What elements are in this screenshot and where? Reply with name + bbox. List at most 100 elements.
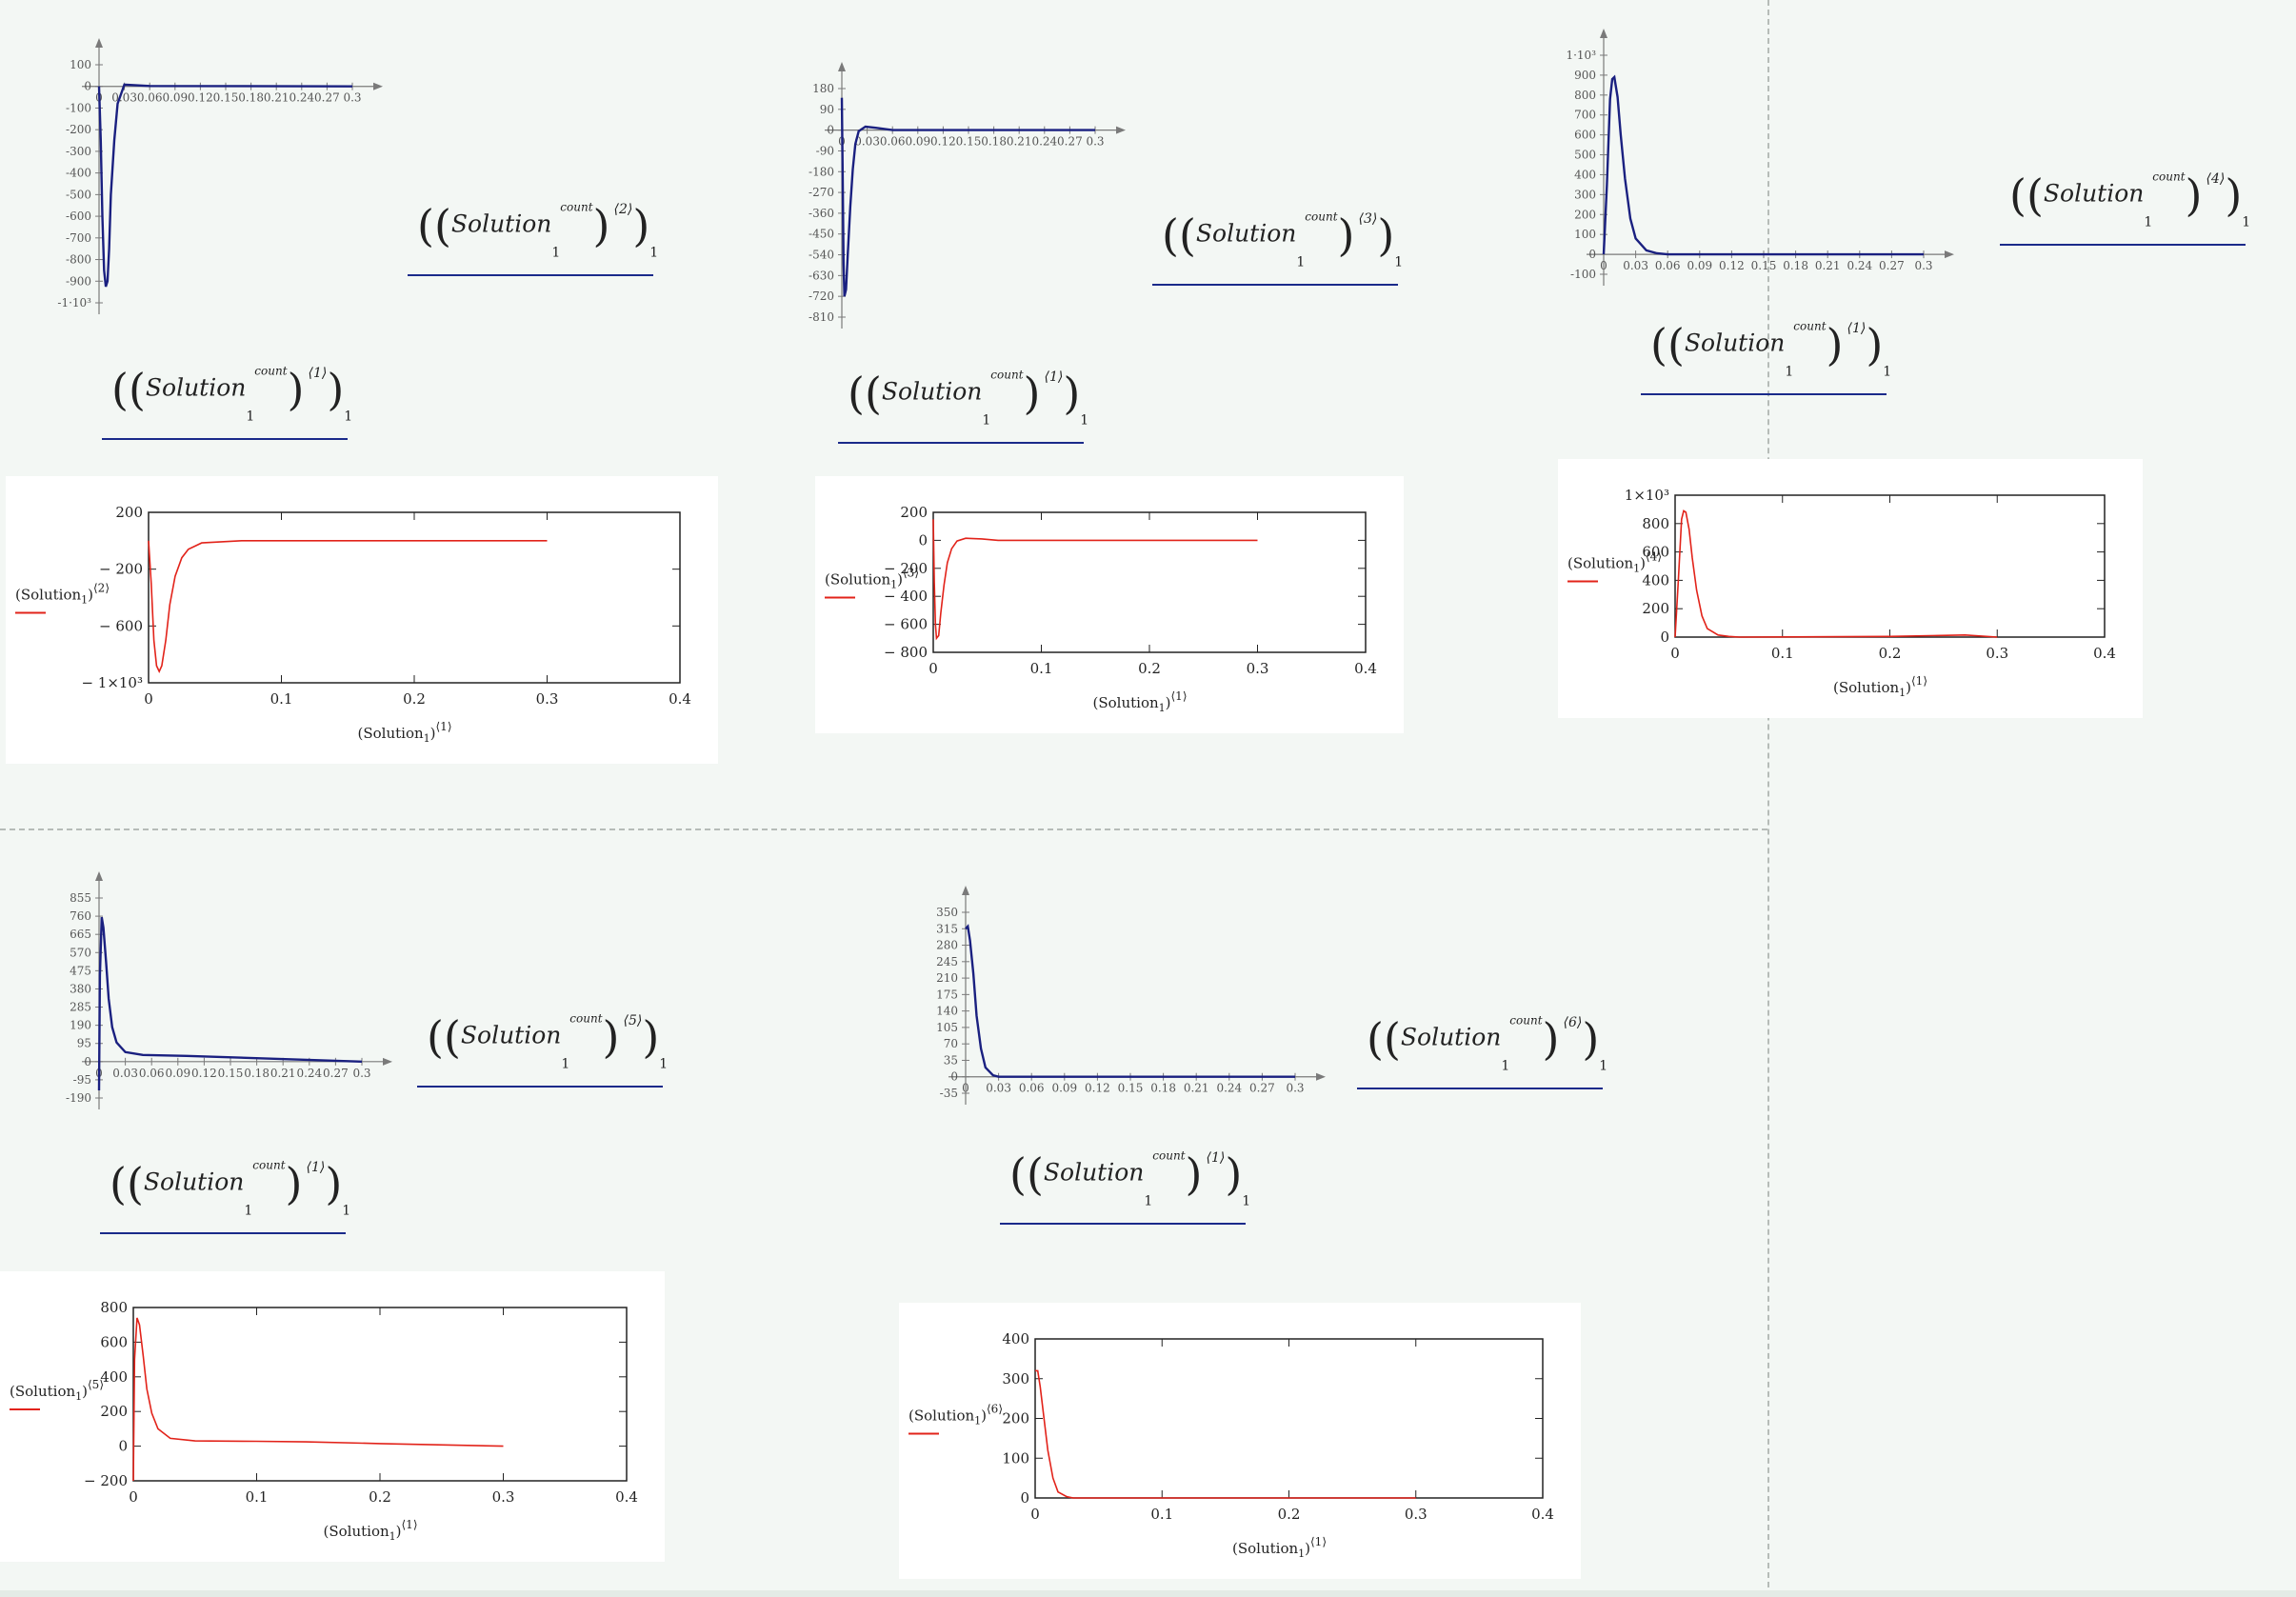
x-tick-label: 0.27: [323, 1067, 349, 1080]
x-tick-label: 0.27: [1249, 1082, 1275, 1095]
x-tick-label: 0.27: [1057, 135, 1083, 149]
expression-underline: [102, 438, 348, 440]
y-tick-label: 760: [70, 909, 91, 923]
y-tick-label: 200: [1642, 600, 1669, 617]
x-tick-label: 0.21: [264, 91, 289, 105]
x-tick-label: 0.4: [1354, 660, 1377, 677]
y-tick-label: 200: [100, 1403, 128, 1420]
y-tick-label: − 600: [884, 616, 928, 633]
quick-plot-col2[interactable]: 100 0 -100 -200 -300 -400 -500 -600 -700 -800 -900…: [38, 29, 390, 324]
quick-plot-col6-x-expression[interactable]: ((Solution1count) ⟨1⟩)1: [1000, 1139, 1250, 1225]
x-tick-label: 0.12: [191, 1067, 217, 1080]
plot-frame: [1034, 1338, 1544, 1499]
bottom-scrollbar-strip[interactable]: [0, 1590, 2296, 1597]
y-tick-label: 380: [70, 982, 91, 995]
x-tick-label: 0.1: [246, 1488, 269, 1506]
expression-underline: [408, 274, 653, 276]
quick-plot-col4[interactable]: 1·10³ 900 800 700 600 500 400 300 200 100 0 -100 0 0.…: [1543, 19, 1962, 295]
x-tick-label: 0.18: [244, 1067, 270, 1080]
quick-plot-col3-x-expression[interactable]: ((Solution1count) ⟨1⟩)1: [838, 358, 1088, 444]
xy-plot-col6[interactable]: 400 300 200 100 0 0 0.1 0.2 0.3 0.4 (Solution1)⟨6⟩…: [899, 1303, 1581, 1579]
y-tick-label: 300: [1002, 1370, 1029, 1387]
y-tick-label: 0: [1020, 1489, 1029, 1507]
y-tick-label: -450: [809, 228, 834, 241]
y-tick-label: 100: [70, 58, 91, 71]
y-tick-label: 200: [1002, 1410, 1029, 1427]
quick-plot-col4-svg: 1·10³ 900 800 700 600 500 400 300 200 100 0 -100 0 0.…: [1566, 29, 1954, 286]
y-tick-label: 800: [100, 1299, 128, 1316]
x-tick-label: 0.09: [165, 1067, 190, 1080]
y-tick-label: -100: [1570, 268, 1596, 281]
y-tick-label: 280: [936, 939, 958, 952]
x-axis-arrow-icon: [383, 1057, 392, 1066]
data-trace: [1602, 74, 1924, 256]
x-axis-label: (Solution1)⟨1⟩: [358, 720, 452, 745]
x-tick-label: 0.18: [981, 135, 1007, 149]
quick-plot-col3[interactable]: 180 90 0 -90 -180 -270 -360 -450 -540 -630 -720 -81…: [781, 52, 1133, 338]
quick-plot-col5[interactable]: 855 760 665 570 475 380 285 190 95 0 -95 -190 0 0.03 0…: [38, 862, 400, 1119]
y-tick-label: 315: [936, 922, 958, 935]
x-tick-label: 0.24: [1031, 135, 1057, 149]
x-tick-label: 0.27: [314, 91, 340, 105]
y-tick-label: 570: [70, 946, 91, 959]
xy-plot-col3[interactable]: 200 0− 200− 400− 600− 800 0 0.1 0.2 0.3 0.4 (So…: [815, 476, 1404, 733]
x-tick-label: 0.09: [905, 135, 930, 149]
x-tick-label: 0.2: [1278, 1506, 1301, 1523]
data-trace: [932, 519, 1258, 641]
y-tick-label: 400: [1574, 168, 1596, 181]
x-tick-label: 0.3: [492, 1488, 515, 1506]
y-tick-label: -1·10³: [57, 296, 91, 309]
quick-plot-col3-y-expression[interactable]: ((Solution1count) ⟨3⟩)1: [1152, 200, 1403, 286]
x-tick-label: 0.06: [1019, 1082, 1045, 1095]
x-tick-label: 0.03: [986, 1082, 1011, 1095]
x-tick-label: 0.21: [1184, 1082, 1209, 1095]
x-tick-label: 0.3: [352, 1067, 370, 1080]
y-axis-arrow-icon: [95, 38, 103, 48]
y-tick-label: 0: [84, 1055, 91, 1068]
x-tick-label: 0.2: [403, 690, 426, 708]
x-tick-label: 0.03: [111, 91, 137, 105]
y-axis-label: (Solution1)⟨4⟩: [1567, 550, 1662, 575]
x-tick-label: 0.2: [1879, 645, 1902, 662]
y-tick-label: -35: [940, 1087, 958, 1100]
x-tick-label: 0.1: [1771, 645, 1794, 662]
y-tick-label: 400: [1642, 571, 1669, 589]
y-tick-label: -800: [66, 253, 91, 267]
x-tick-label: 0.18: [238, 91, 264, 105]
expression-underline: [1152, 284, 1398, 286]
quick-plot-col2-y-expression[interactable]: ((Solution1count) ⟨2⟩)1: [408, 190, 658, 276]
y-tick-label: − 200: [884, 560, 928, 577]
x-tick-label: 0.4: [669, 690, 691, 708]
x-tick-label: 0.1: [1150, 1506, 1173, 1523]
xy-plot-col2[interactable]: 200 − 200 − 600 − 1×10³ 0 0.1 0.2 0.3 0.4 (Soluti…: [6, 476, 718, 764]
quick-plot-col2-x-expression[interactable]: ((Solution1count) ⟨1⟩)1: [102, 354, 352, 440]
quick-plot-col5-x-expression[interactable]: ((Solution1count) ⟨1⟩)1: [100, 1148, 350, 1234]
xy-plot-col5[interactable]: 800 600 400 200 0− 200 0 0.1 0.2 0.3 0.4 (Solution…: [0, 1271, 665, 1562]
quick-plot-col4-x-expression[interactable]: ((Solution1count) ⟨1⟩)1: [1641, 309, 1891, 395]
y-tick-label: 100: [1002, 1449, 1029, 1467]
x-tick-label: 0.18: [1150, 1082, 1176, 1095]
x-axis-label: (Solution1)⟨1⟩: [324, 1518, 418, 1543]
x-tick-label: 0.4: [615, 1488, 638, 1506]
xy-plot-col4[interactable]: 1×10³ 800 600 400 200 0 0 0.1 0.2 0.3 0.4 (Solution…: [1558, 459, 2143, 718]
y-tick-label: 500: [1574, 149, 1596, 162]
y-tick-label: -810: [809, 310, 834, 324]
quick-plot-col6-y-expression[interactable]: ((Solution1count) ⟨6⟩)1: [1357, 1004, 1607, 1089]
y-tick-label: -900: [66, 274, 91, 288]
x-tick-label: 0.12: [930, 135, 956, 149]
y-tick-label: 105: [936, 1021, 958, 1034]
y-tick-label: − 1×10³: [81, 674, 143, 691]
y-axis-arrow-icon: [95, 871, 103, 881]
quick-plot-col4-y-expression[interactable]: ((Solution1count) ⟨4⟩)1: [2000, 160, 2250, 246]
x-tick-label: 0.4: [1531, 1506, 1554, 1523]
expression-underline: [1000, 1223, 1246, 1225]
expression-underline: [1357, 1088, 1603, 1089]
y-tick-label: 200: [115, 504, 143, 521]
x-axis-arrow-icon: [373, 82, 383, 90]
y-tick-label: 175: [936, 988, 958, 1001]
quick-plot-col6[interactable]: 350 315 280 245 210 175 140 105 70 35 0 -35 0 0.03 0.0…: [905, 876, 1333, 1114]
quick-plot-col5-y-expression[interactable]: ((Solution1count) ⟨5⟩)1: [417, 1002, 668, 1088]
data-trace: [1035, 1369, 1416, 1499]
